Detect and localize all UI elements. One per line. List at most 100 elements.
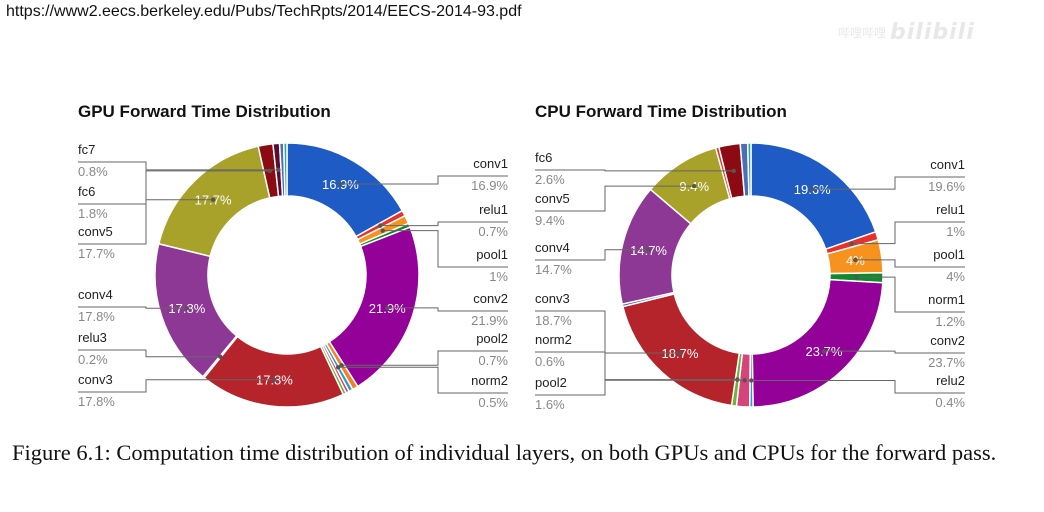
leader-dot-relu3: [218, 354, 223, 359]
leader-line-conv5: [78, 199, 214, 245]
leader-line-relu1: [851, 221, 965, 245]
leader-dot-conv3: [677, 350, 683, 356]
legend-value-norm2: 0.6%: [535, 354, 565, 369]
leader-line-conv3: [535, 310, 680, 354]
legend-value-relu1: 1%: [946, 224, 965, 239]
leader-dot-conv4: [646, 247, 651, 252]
legend-label-norm2: norm2: [471, 373, 508, 388]
legend-label-pool2: pool2: [535, 375, 567, 390]
chart-title: GPU Forward Time Distribution: [78, 102, 331, 121]
bilibili-watermark: 哔哩哔哩 bilibili: [838, 20, 975, 45]
legend-label-norm2: norm2: [535, 332, 572, 347]
legend-label-conv3: conv3: [78, 372, 113, 387]
legend-label-conv2: conv2: [473, 291, 508, 306]
leader-line-fc7: [78, 161, 279, 171]
leader-line-conv2: [823, 350, 965, 354]
leader-line-conv2: [387, 307, 508, 312]
leader-line-pool1: [382, 230, 508, 268]
leader-dot-norm1: [854, 274, 859, 280]
legend-label-pool2: pool2: [476, 331, 508, 346]
leader-line-norm2: [338, 366, 508, 394]
leader-line-fc6: [535, 169, 734, 172]
leader-dot-pool1: [380, 228, 385, 233]
legend-value-pool2: 1.6%: [535, 397, 565, 412]
legend-value-conv2: 21.9%: [471, 313, 508, 328]
pdf-url: https://www2.eecs.berkeley.edu/Pubs/Tech…: [6, 3, 522, 20]
leader-line-relu2: [751, 379, 965, 394]
leader-dot-conv5: [210, 197, 216, 202]
leader-dot-conv5: [692, 183, 697, 189]
leader-dot-pool2: [742, 378, 747, 383]
legend-value-conv5: 9.4%: [535, 213, 565, 228]
leader-line-conv1: [340, 175, 508, 185]
leader-line-pool2: [341, 350, 508, 366]
legend-value-relu3: 0.2%: [78, 352, 108, 367]
chart-title: CPU Forward Time Distribution: [535, 102, 787, 121]
leader-dot-conv2: [821, 348, 827, 354]
legend-label-conv5: conv5: [535, 191, 570, 206]
legend-value-relu1: 0.7%: [478, 224, 508, 239]
legend-value-pool1: 4%: [946, 269, 965, 284]
leader-line-conv4: [535, 249, 649, 261]
legend-value-norm1: 1.2%: [935, 314, 965, 329]
legend-label-conv2: conv2: [930, 333, 965, 348]
slice-minor-15: [746, 142, 752, 197]
watermark-text: 哔哩哔哩: [838, 26, 887, 40]
leader-line-norm1: [856, 276, 965, 313]
leader-line-fc6: [78, 170, 270, 205]
leader-dot-fc7: [276, 167, 281, 173]
legend-label-conv4: conv4: [78, 287, 113, 302]
legend-value-norm2: 0.5%: [478, 395, 508, 410]
leader-dot-pool1: [853, 257, 858, 263]
leader-dot-norm2: [335, 365, 341, 370]
legend-value-conv4: 14.7%: [535, 262, 572, 277]
leader-dot-conv1: [810, 186, 815, 192]
leader-dot-relu1: [378, 223, 383, 228]
watermark-logo: bilibili: [890, 20, 975, 45]
legend-value-conv3: 18.7%: [535, 313, 572, 328]
legend-label-relu3: relu3: [78, 330, 107, 345]
legend-value-conv1: 16.9%: [471, 178, 508, 193]
leader-line-conv1: [812, 176, 965, 190]
legend-label-pool1: pool1: [933, 247, 965, 262]
leader-dot-conv1: [338, 181, 343, 187]
legend-value-conv2: 23.7%: [928, 355, 965, 370]
legend-label-conv4: conv4: [535, 240, 570, 255]
legend-value-pool1: 1%: [489, 269, 508, 284]
leader-line-pool1: [855, 259, 965, 268]
leader-dot-relu1: [849, 241, 854, 246]
legend-label-pool1: pool1: [476, 247, 508, 262]
slice-conv2: [751, 278, 884, 408]
legend-label-fc6: fc6: [535, 150, 552, 165]
leader-line-pool2: [535, 379, 745, 396]
figure-caption: Figure 6.1: Computation time distributio…: [12, 440, 997, 465]
legend-value-fc6: 1.8%: [78, 206, 108, 221]
legend-label-conv3: conv3: [535, 291, 570, 306]
leader-line-relu3: [78, 349, 221, 358]
leader-line-conv5: [535, 185, 695, 212]
legend-label-fc7: fc7: [78, 142, 95, 157]
legend-value-conv5: 17.7%: [78, 246, 115, 261]
leader-line-conv3: [78, 379, 275, 393]
legend-label-relu2: relu2: [936, 373, 965, 388]
slice-minor-16: [282, 142, 288, 197]
legend-value-fc7: 0.8%: [78, 164, 108, 179]
leader-line-norm2: [535, 351, 738, 381]
leader-dot-pool2: [339, 363, 344, 368]
leader-line-relu1: [380, 221, 508, 227]
gpu-donut-chart: GPU Forward Time Distribution 16.9% 21.9% 1…: [78, 102, 508, 410]
legend-value-conv4: 17.8%: [78, 309, 115, 324]
cpu-donut-chart: CPU Forward Time Distribution 19.6% 4% 23.7…: [535, 102, 965, 412]
legend-label-conv1: conv1: [473, 156, 508, 171]
legend-value-pool2: 0.7%: [478, 353, 508, 368]
leader-dot-conv2: [385, 305, 390, 311]
legend-label-conv1: conv1: [930, 157, 965, 172]
legend-value-conv3: 17.8%: [78, 394, 115, 409]
charts-figure: GPU Forward Time Distribution 16.9% 21.9% 1…: [78, 102, 965, 412]
leader-dot-conv3: [272, 377, 277, 382]
leader-dot-fc6: [267, 168, 273, 174]
leader-dot-conv4: [184, 306, 190, 311]
legend-value-relu2: 0.4%: [935, 395, 965, 410]
leader-line-conv4: [78, 306, 187, 309]
legend-value-conv1: 19.6%: [928, 179, 965, 194]
